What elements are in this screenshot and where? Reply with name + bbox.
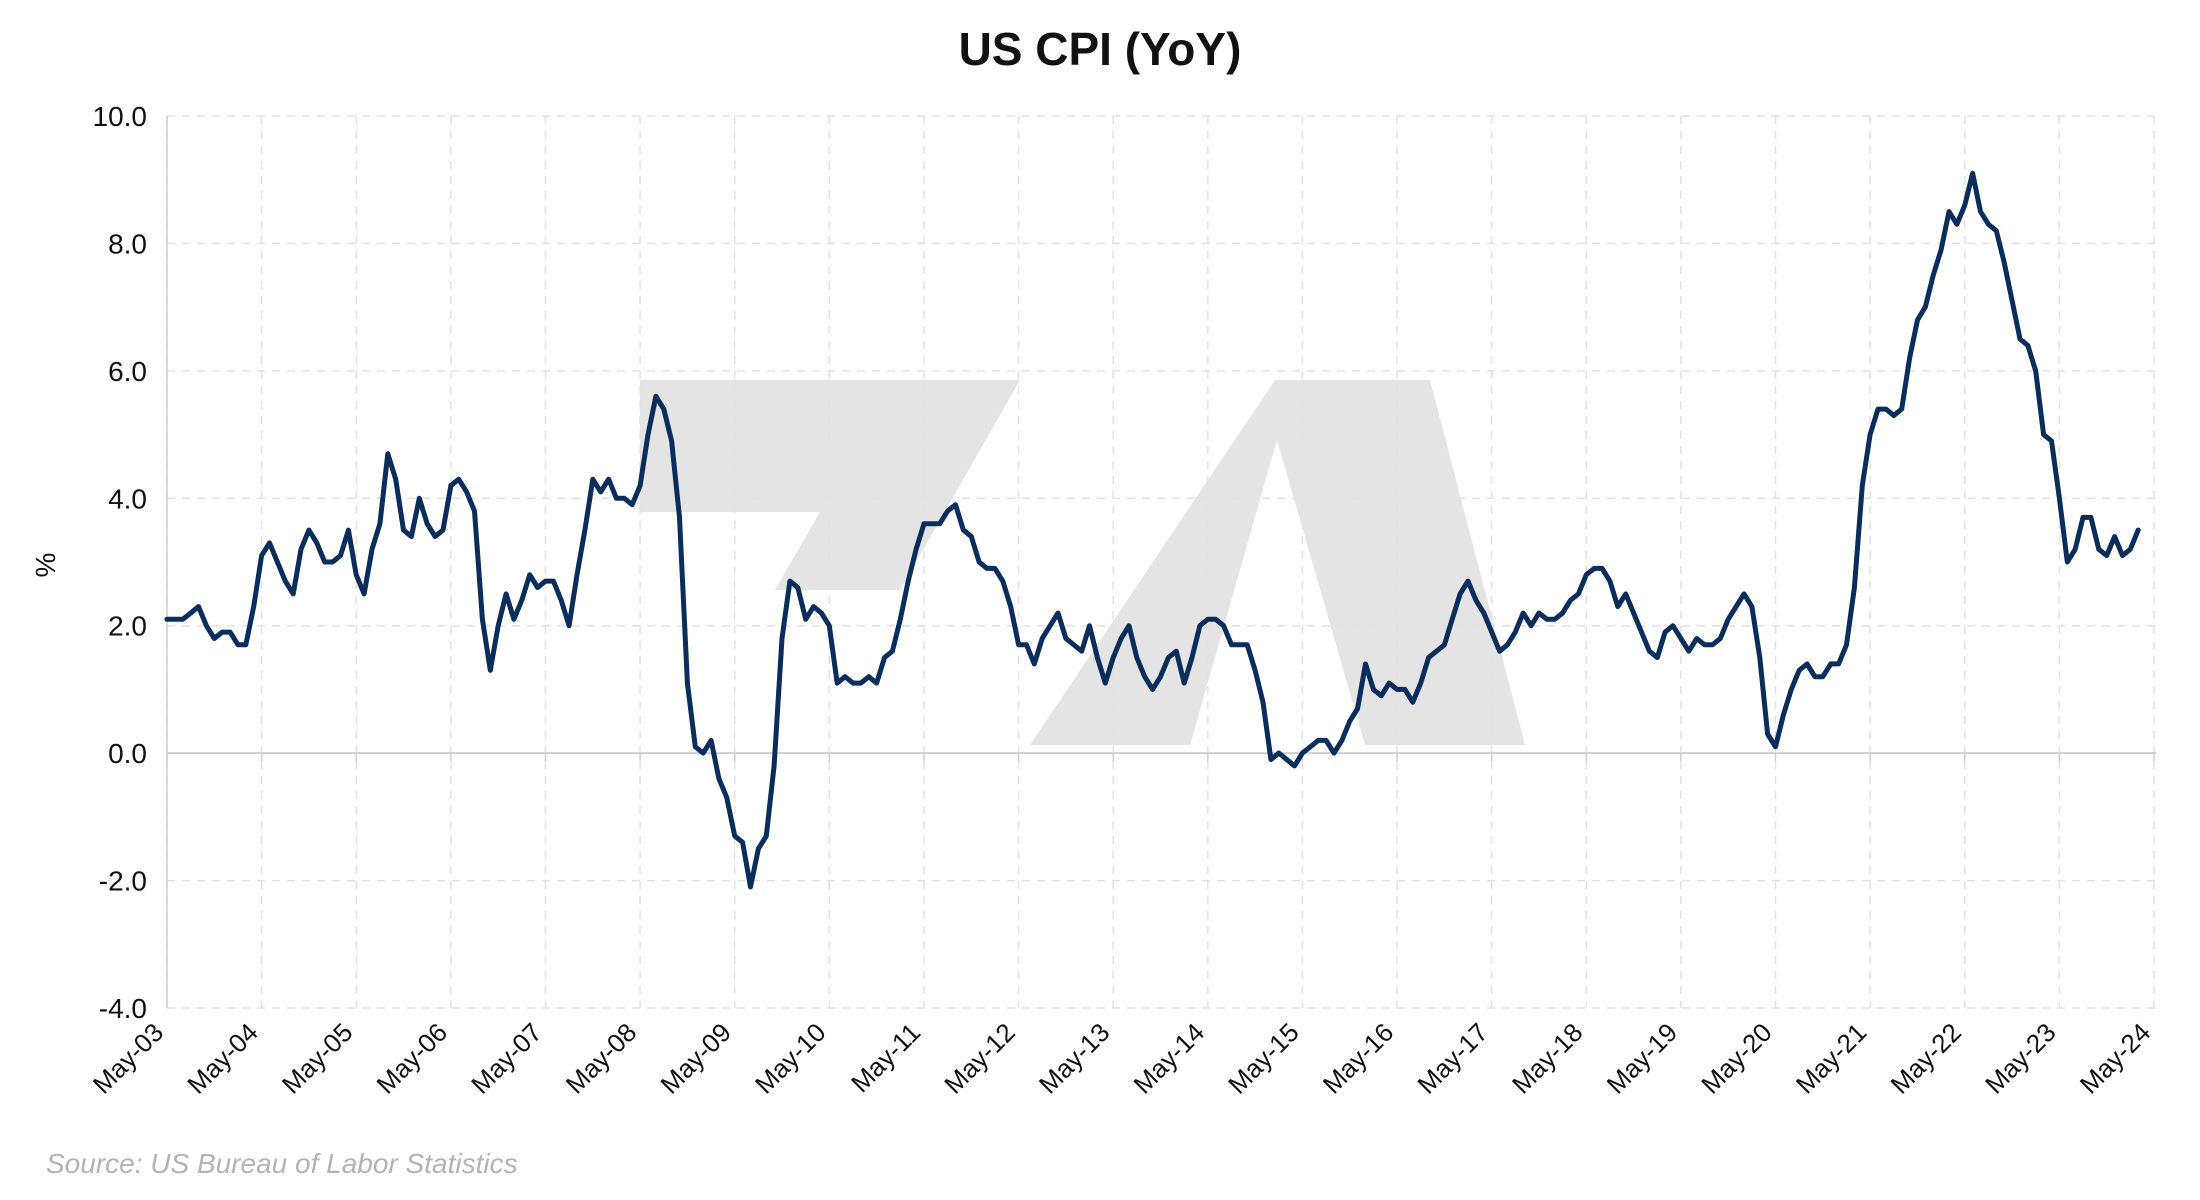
- x-tick-label: May-10: [749, 1017, 832, 1100]
- x-tick-label: May-20: [1695, 1017, 1778, 1100]
- x-tick-label: May-13: [1033, 1017, 1116, 1100]
- axes: [166, 116, 2156, 1008]
- x-tick-label: May-05: [276, 1017, 359, 1100]
- y-tick-label: 6.0: [108, 356, 147, 387]
- x-tick-label: May-03: [87, 1017, 170, 1100]
- chart-title: US CPI (YoY): [958, 23, 1242, 75]
- y-tick-label: 0.0: [108, 738, 147, 769]
- x-tick-label: May-08: [560, 1017, 643, 1100]
- y-tick-label: 8.0: [108, 228, 147, 259]
- x-tick-label: May-11: [845, 1017, 926, 1098]
- y-tick-label: 10.0: [93, 101, 148, 132]
- x-tick-label: May-19: [1601, 1017, 1684, 1100]
- x-tick-label: May-12: [938, 1017, 1021, 1100]
- x-tick-label: May-14: [1128, 1017, 1211, 1100]
- x-tick-label: May-04: [181, 1017, 264, 1100]
- x-tick-label: May-18: [1506, 1017, 1589, 1100]
- x-tick-label: May-24: [2074, 1017, 2157, 1100]
- cpi-series-line: [164, 170, 2141, 890]
- x-tick-label: May-16: [1317, 1017, 1400, 1100]
- y-tick-label: 4.0: [108, 483, 147, 514]
- x-tick-label: May-07: [465, 1017, 548, 1100]
- gridlines: [166, 115, 2156, 1009]
- x-tick-label: May-23: [1979, 1017, 2062, 1100]
- y-tick-label: -2.0: [99, 866, 147, 897]
- x-tick-label: May-09: [654, 1017, 737, 1100]
- y-tick-label: 2.0: [108, 611, 147, 642]
- x-tick-label: May-21: [1790, 1017, 1873, 1100]
- x-tick-label: May-15: [1222, 1017, 1305, 1100]
- source-note: Source: US Bureau of Labor Statistics: [46, 1148, 518, 1179]
- y-axis-label: %: [30, 553, 61, 578]
- y-tick-label: -4.0: [99, 993, 147, 1024]
- x-tick-label: May-06: [371, 1017, 454, 1100]
- watermark-logo: [640, 380, 1525, 745]
- y-axis-ticks: -4.0 -2.0 0.0 2.0 4.0 6.0 8.0 10.0: [93, 101, 148, 1024]
- series-layer: [164, 170, 2141, 890]
- x-axis-ticks: May-03 May-04 May-05 May-06 May-07 May-08 May-…: [87, 1017, 2157, 1100]
- x-tick-label: May-17: [1411, 1017, 1494, 1100]
- x-tick-label: May-22: [1884, 1017, 1967, 1100]
